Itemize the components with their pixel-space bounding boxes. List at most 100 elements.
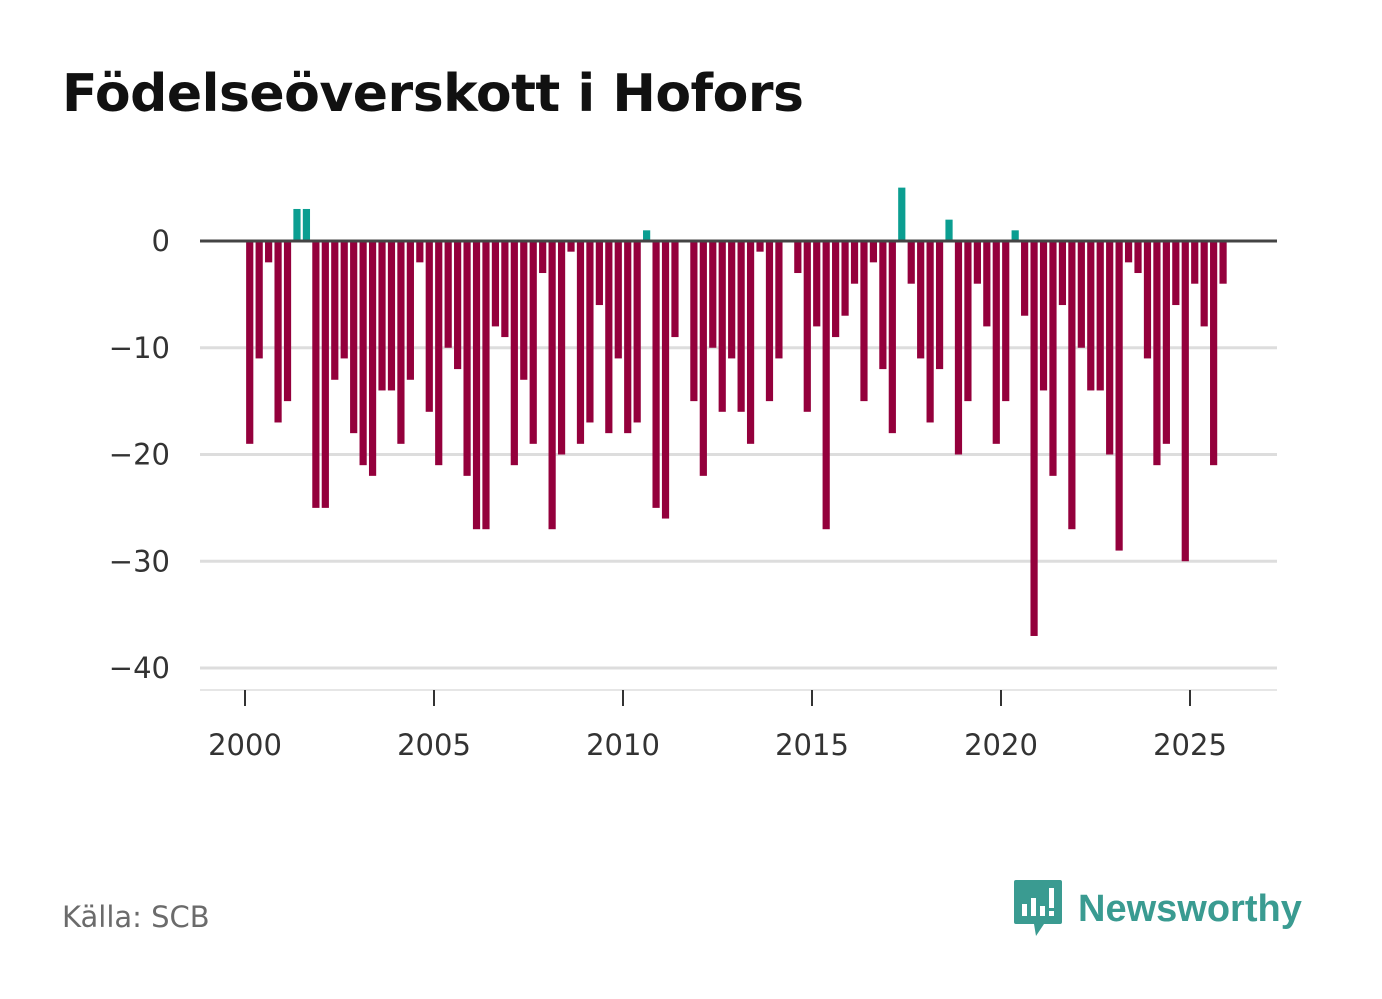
bar — [1162, 241, 1170, 444]
bar — [246, 241, 254, 444]
x-tick-label: 2000 — [208, 728, 282, 762]
bar — [1002, 241, 1010, 402]
y-tick-label: −30 — [109, 544, 170, 578]
bar — [520, 241, 528, 380]
bar — [1021, 241, 1029, 316]
bar — [954, 241, 963, 455]
bar — [1087, 241, 1095, 391]
bar — [576, 241, 585, 444]
bar — [539, 241, 547, 274]
bar — [907, 241, 915, 284]
bar — [643, 230, 651, 241]
bar — [1200, 241, 1208, 327]
bar — [926, 241, 934, 423]
bar — [860, 241, 868, 402]
bar — [1068, 241, 1076, 530]
bar — [1191, 241, 1199, 284]
bar — [416, 241, 424, 263]
bars — [246, 187, 1227, 636]
bar — [1172, 241, 1180, 306]
bar — [850, 241, 859, 284]
bar — [1219, 241, 1227, 284]
bar — [435, 241, 443, 466]
bar — [283, 241, 292, 402]
bar — [359, 241, 367, 466]
bar — [387, 241, 396, 391]
x-tick-label: 2010 — [586, 728, 660, 762]
bar — [274, 241, 282, 423]
bar — [624, 241, 632, 434]
bar — [803, 241, 811, 412]
y-tick-label: −20 — [109, 438, 170, 472]
bar-chart: 0 −10 −20 −30 −40 2000 2005 2010 2015 2020 2025 — [109, 187, 1277, 762]
x-tick-label: 2015 — [775, 728, 849, 762]
bar — [1124, 241, 1133, 263]
bar — [992, 241, 1000, 444]
bar — [794, 241, 802, 274]
bar — [756, 241, 764, 252]
bar — [1077, 241, 1085, 348]
bar — [841, 241, 849, 316]
bar — [775, 241, 783, 359]
bar — [1058, 241, 1067, 306]
bar — [813, 241, 821, 327]
bar — [368, 241, 377, 476]
bar — [1039, 241, 1048, 391]
bar — [529, 241, 537, 444]
bar — [973, 241, 981, 284]
bar — [1210, 241, 1218, 466]
bar — [822, 241, 830, 530]
bar — [1134, 241, 1142, 274]
bar — [699, 241, 707, 476]
bar — [586, 241, 594, 423]
bar — [652, 241, 660, 508]
bar — [482, 241, 490, 530]
bar — [765, 241, 774, 402]
bar — [1011, 230, 1019, 241]
x-tick-label: 2025 — [1153, 728, 1227, 762]
bar — [321, 241, 329, 508]
bar — [406, 241, 414, 380]
bar — [444, 241, 452, 348]
bar — [983, 241, 991, 327]
bar — [1143, 241, 1152, 359]
bar — [832, 241, 840, 338]
bar — [935, 241, 944, 370]
bar — [331, 241, 339, 380]
bar — [661, 241, 670, 519]
y-axis: 0 −10 −20 −30 −40 — [109, 224, 170, 685]
bar — [501, 241, 509, 338]
x-tick-label: 2005 — [397, 728, 471, 762]
bar — [1096, 241, 1104, 391]
bar — [614, 241, 622, 359]
bar — [879, 241, 887, 370]
bar — [463, 241, 471, 476]
bar — [454, 241, 462, 370]
bar — [945, 219, 953, 241]
bar — [472, 241, 481, 530]
chart-title: Födelseöverskott i Hofors — [62, 64, 804, 124]
bar — [350, 241, 358, 434]
bar — [557, 241, 566, 455]
bar — [425, 241, 433, 412]
bar — [888, 241, 896, 434]
bar — [709, 241, 717, 348]
bar — [595, 241, 603, 306]
bar — [340, 241, 348, 359]
bar — [746, 241, 755, 444]
bar — [1181, 241, 1189, 562]
bar — [964, 241, 972, 402]
bar — [510, 241, 518, 466]
bar — [1115, 241, 1123, 551]
bar — [397, 241, 405, 444]
source-label: Källa: SCB — [62, 900, 210, 934]
bar — [917, 241, 925, 359]
bar — [491, 241, 500, 327]
bar — [312, 241, 320, 508]
bar — [548, 241, 556, 530]
bar — [293, 208, 301, 241]
bar — [265, 241, 273, 263]
y-tick-label: 0 — [152, 224, 170, 258]
newsworthy-logo[interactable]: Newsworthy — [1012, 878, 1302, 940]
bar — [302, 208, 311, 241]
